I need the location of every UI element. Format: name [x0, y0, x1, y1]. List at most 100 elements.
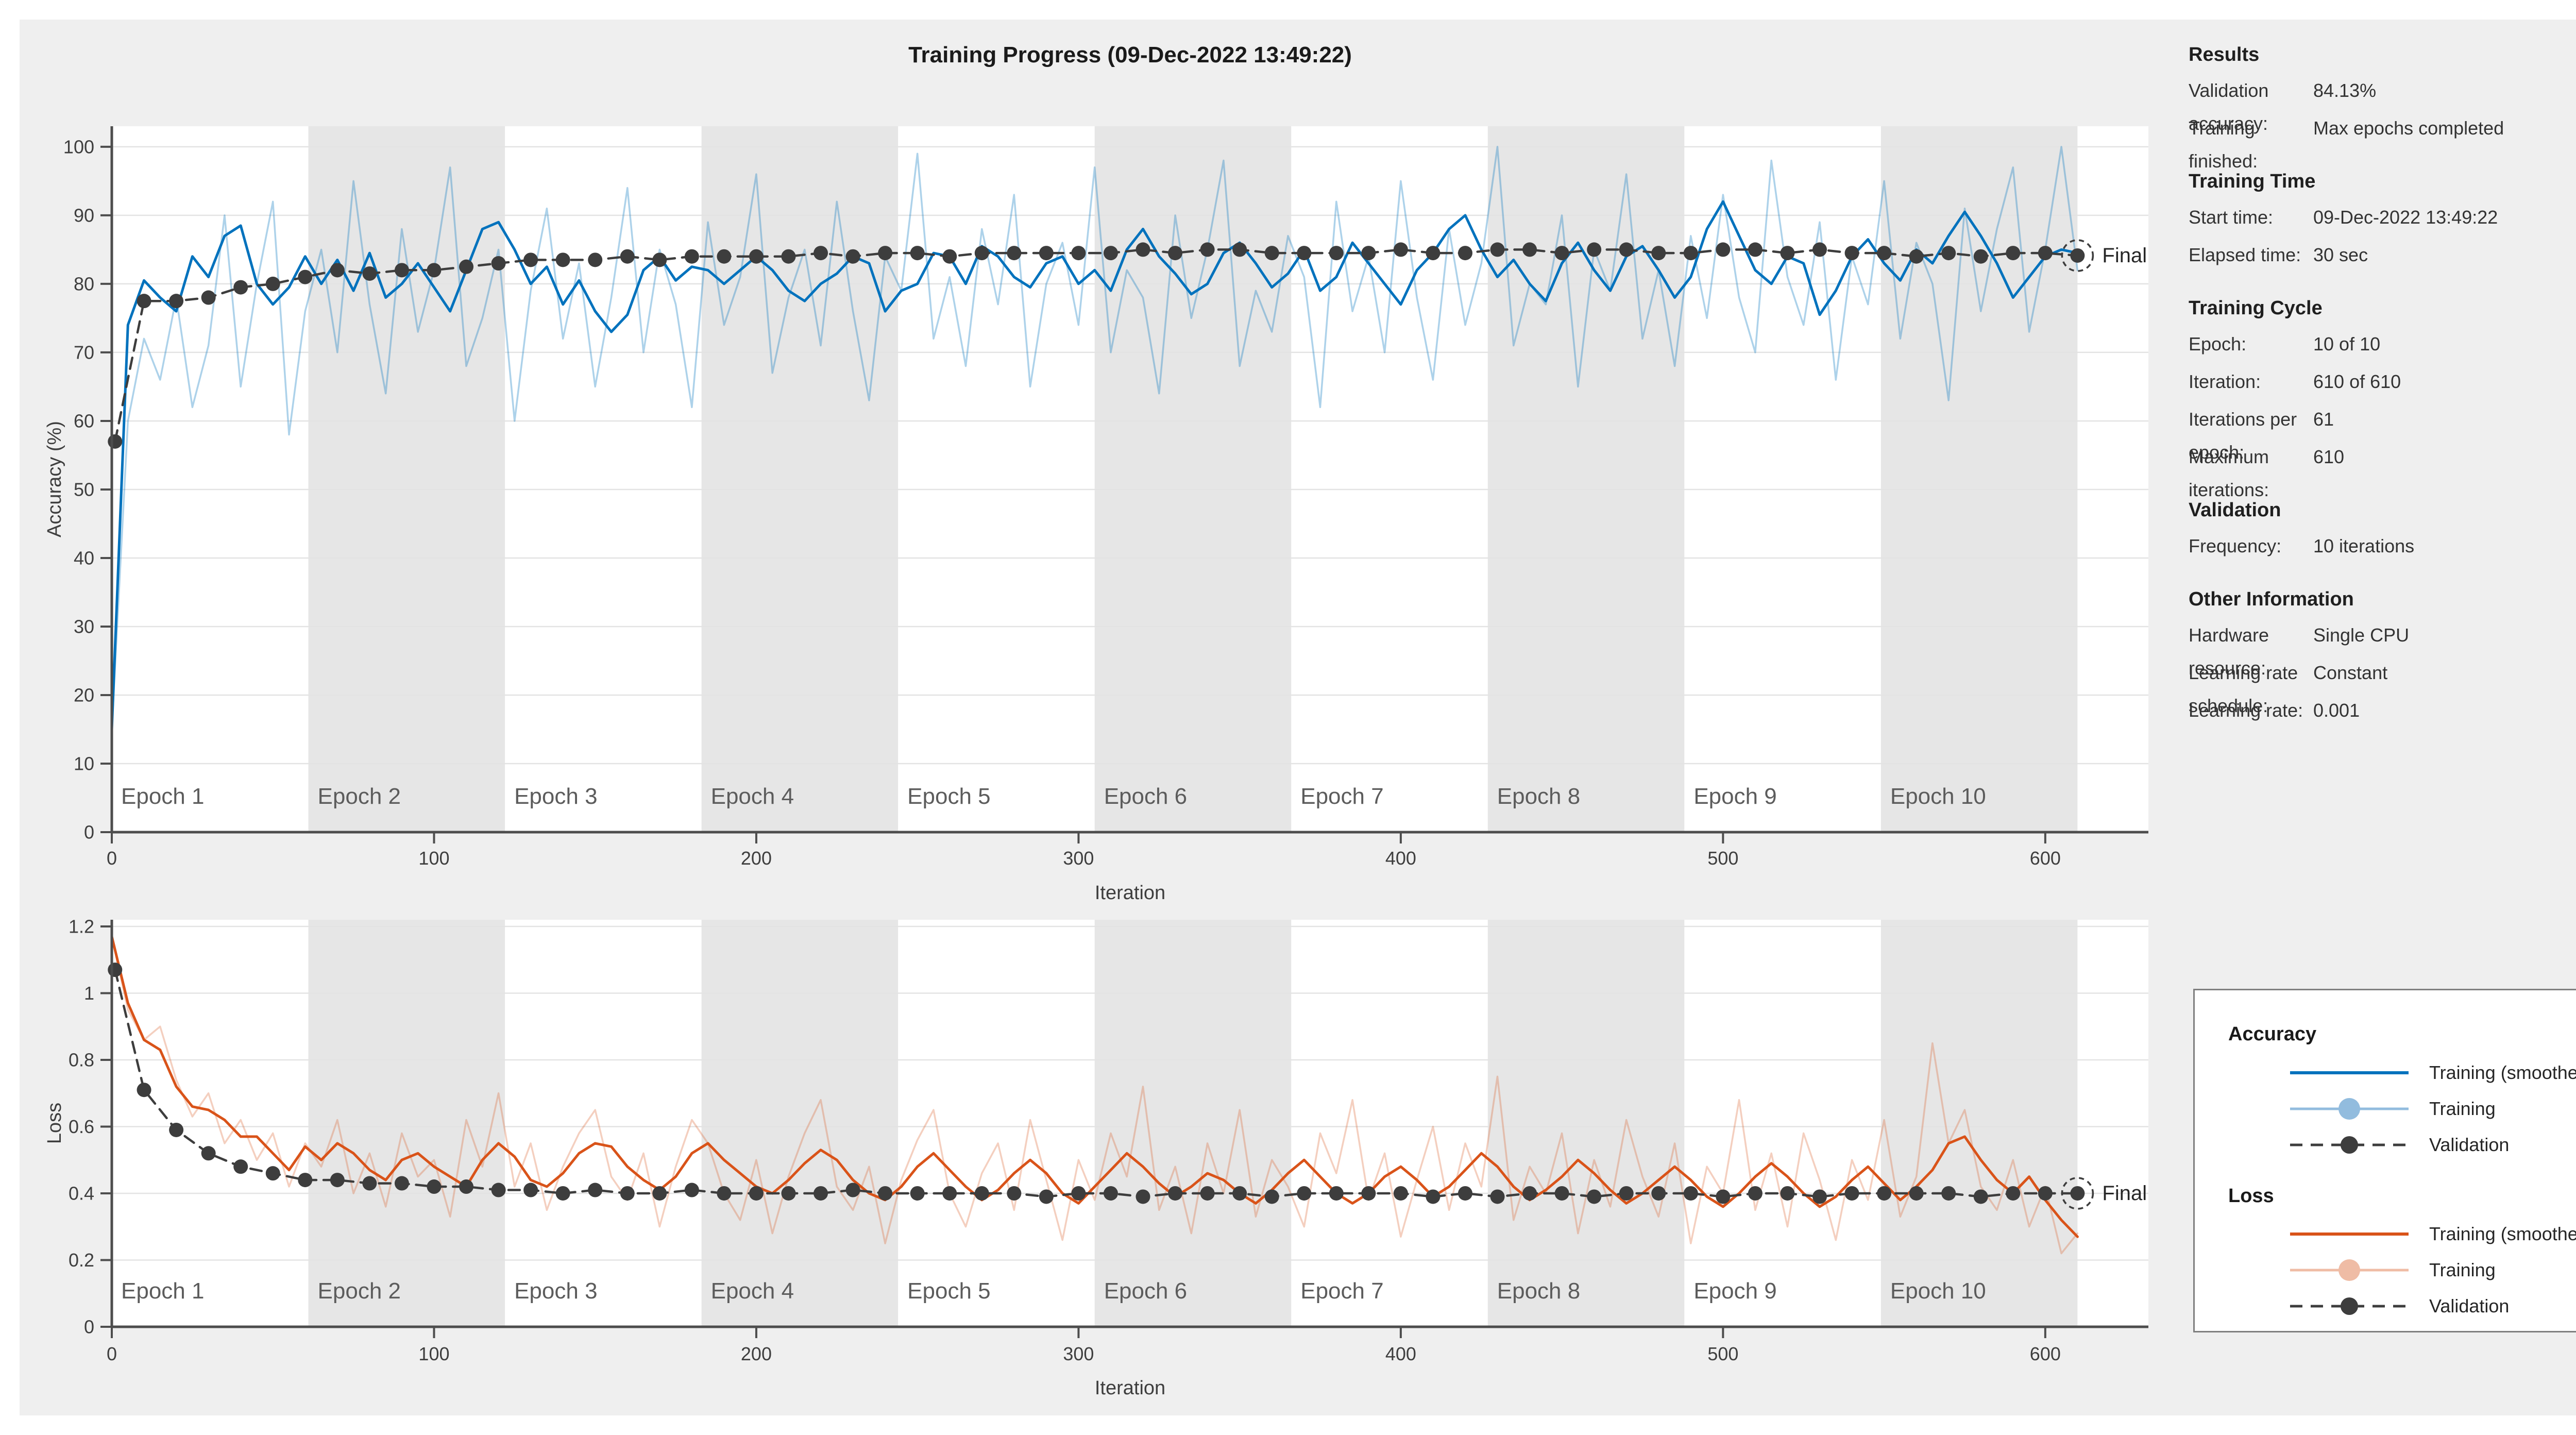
- epoch-band-4: [701, 920, 899, 1327]
- legend-item-label: Training (smoothed): [2429, 1223, 2576, 1244]
- svg-text:0: 0: [84, 822, 94, 843]
- svg-text:1.2: 1.2: [69, 916, 94, 937]
- panel-row-start-time: Start time: 09-Dec-2022 13:49:22: [2189, 201, 2576, 239]
- panel-row-label: Learning rate:: [2189, 700, 2303, 721]
- legend-swatch-validation: [2290, 1297, 2409, 1315]
- loss-series-training: [111, 935, 2079, 1255]
- panel-row-elapsed-time: Elapsed time: 30 sec: [2189, 239, 2576, 276]
- legend-item-accuracy-validation: Validation: [2195, 1132, 2576, 1161]
- svg-text:10: 10: [74, 753, 94, 774]
- loss-y-axis-label: Loss: [44, 1103, 65, 1144]
- epoch-label-7: Epoch 7: [1300, 1278, 1383, 1304]
- panel-row-label: Training finished:: [2189, 117, 2258, 172]
- epoch-label-1: Epoch 1: [121, 1278, 204, 1304]
- panel-section-results: Results Validation accuracy: 84.13% Trainin…: [2189, 40, 2576, 172]
- panel-row-iterations-per-epoch: Iterations per epoch: 61: [2189, 403, 2576, 463]
- legend-swatch-validation: [2290, 1136, 2409, 1154]
- panel-row-value: 610 of 610: [2313, 371, 2401, 392]
- page-title: Training Progress (09-Dec-2022 13:49:22): [908, 42, 1352, 67]
- loss-series-training-smoothed: [110, 935, 2079, 1238]
- svg-text:1: 1: [84, 983, 94, 1004]
- svg-text:30: 30: [74, 616, 94, 637]
- panel-row-label: Start time:: [2189, 207, 2274, 228]
- legend-swatch-smoothed: [2290, 1233, 2409, 1236]
- panel-row-value: 61: [2313, 409, 2334, 430]
- final-marker-label: Final: [2102, 1182, 2147, 1205]
- accuracy-series-training: [111, 146, 2079, 731]
- panel-row-label: Frequency:: [2189, 535, 2282, 556]
- svg-text:500: 500: [1707, 848, 1738, 869]
- panel-section-other-information: Other Information Hardware resource: Singl…: [2189, 585, 2576, 732]
- accuracy-chart: Epoch 1 Epoch 2 Epoch 3 Epoch 4 Epoch 5 Epoch…: [44, 126, 2148, 904]
- epoch-label-8: Epoch 8: [1497, 1278, 1580, 1304]
- epoch-label-10: Epoch 10: [1890, 1278, 1986, 1304]
- panel-row-label: Iterations per epoch:: [2189, 409, 2297, 463]
- svg-text:50: 50: [74, 479, 94, 500]
- final-marker-label: Final: [2102, 244, 2147, 267]
- epoch-label-6: Epoch 6: [1104, 1278, 1187, 1304]
- panel-row-learning-rate: Learning rate: 0.001: [2189, 694, 2576, 732]
- legend-swatch-raw: [2290, 1098, 2409, 1120]
- svg-text:100: 100: [418, 848, 449, 869]
- svg-text:400: 400: [1385, 1343, 1416, 1364]
- panel-row-value: 30 sec: [2313, 244, 2368, 265]
- svg-text:600: 600: [2030, 848, 2061, 869]
- svg-text:100: 100: [63, 136, 94, 157]
- chart-legend: Accuracy Training (smoothed) Training Valid…: [2193, 989, 2576, 1332]
- svg-text:300: 300: [1063, 848, 1094, 869]
- panel-section-title: Training Time: [2189, 171, 2316, 192]
- epoch-label-9: Epoch 9: [1693, 1278, 1776, 1304]
- epoch-band-8: [1487, 920, 1685, 1327]
- legend-item-accuracy-training: Training: [2195, 1096, 2576, 1125]
- svg-text:600: 600: [2030, 1343, 2061, 1364]
- svg-text:60: 60: [74, 410, 94, 431]
- panel-row-value: Max epochs completed: [2313, 117, 2504, 139]
- final-marker-ring: [2061, 239, 2094, 272]
- epoch-label-2: Epoch 2: [318, 1278, 401, 1304]
- epoch-label-4: Epoch 4: [711, 784, 794, 809]
- epoch-label-5: Epoch 5: [907, 784, 990, 809]
- panel-row-value: 10 of 10: [2313, 333, 2381, 354]
- legend-item-loss-validation: Validation: [2195, 1293, 2576, 1322]
- panel-row-hardware-resource: Hardware resource: Single CPU: [2189, 619, 2576, 679]
- legend-item-loss-training-smoothed: Training (smoothed): [2195, 1221, 2576, 1250]
- epoch-label-9: Epoch 9: [1693, 784, 1776, 809]
- loss-series-validation: [108, 963, 2085, 1204]
- legend-item-loss-training: Training: [2195, 1257, 2576, 1286]
- panel-row-label: Validation accuracy:: [2189, 80, 2269, 134]
- svg-text:400: 400: [1385, 848, 1416, 869]
- legend-swatch-smoothed: [2290, 1071, 2409, 1074]
- epoch-band-10: [1880, 920, 2078, 1327]
- legend-section-title-loss: Loss: [2228, 1185, 2274, 1207]
- legend-item-label: Validation: [2429, 1134, 2510, 1155]
- svg-text:70: 70: [74, 342, 94, 363]
- svg-text:0: 0: [107, 848, 117, 869]
- legend-item-label: Validation: [2429, 1295, 2510, 1316]
- panel-row-value: 09-Dec-2022 13:49:22: [2313, 207, 2498, 228]
- panel-row-validation-accuracy: Validation accuracy: 84.13%: [2189, 74, 2576, 134]
- svg-text:80: 80: [74, 273, 94, 294]
- epoch-label-5: Epoch 5: [907, 1278, 990, 1304]
- svg-text:300: 300: [1063, 1343, 1094, 1364]
- panel-row-label: Hardware resource:: [2189, 624, 2269, 679]
- epoch-label-6: Epoch 6: [1104, 784, 1187, 809]
- svg-text:40: 40: [74, 547, 94, 568]
- panel-section-title: Validation: [2189, 499, 2281, 521]
- svg-text:0: 0: [84, 1316, 94, 1338]
- panel-row-frequency: Frequency: 10 iterations: [2189, 530, 2576, 567]
- panel-row-learning-rate-schedule: Learning rate schedule: Constant: [2189, 656, 2576, 716]
- legend-item-label: Training (smoothed): [2429, 1062, 2576, 1083]
- legend-item-accuracy-training-smoothed: Training (smoothed): [2195, 1060, 2576, 1089]
- svg-text:200: 200: [741, 1343, 772, 1364]
- panel-section-title: Training Cycle: [2189, 297, 2323, 319]
- epoch-band-10: [1880, 126, 2078, 832]
- epoch-label-3: Epoch 3: [514, 1278, 597, 1304]
- svg-text:0: 0: [107, 1343, 117, 1364]
- panel-row-label: Learning rate schedule:: [2189, 662, 2298, 716]
- epoch-band-8: [1487, 126, 1685, 832]
- legend-swatch-raw: [2290, 1259, 2409, 1281]
- epoch-band-6: [1094, 920, 1292, 1327]
- svg-text:0.4: 0.4: [69, 1183, 94, 1204]
- svg-text:0.6: 0.6: [69, 1116, 94, 1137]
- svg-text:200: 200: [741, 848, 772, 869]
